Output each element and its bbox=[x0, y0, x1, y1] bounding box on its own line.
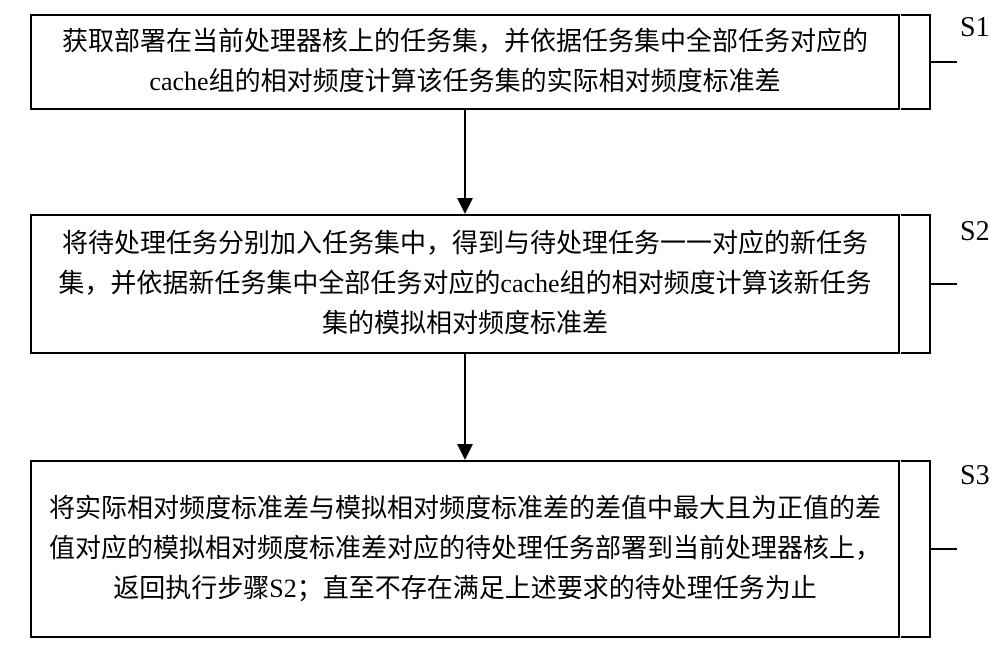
step-text-s1: 获取部署在当前处理器核上的任务集，并依据任务集中全部任务对应的cache组的相对… bbox=[46, 22, 884, 103]
flowchart-container: 获取部署在当前处理器核上的任务集，并依据任务集中全部任务对应的cache组的相对… bbox=[0, 0, 1000, 651]
bracket-s2 bbox=[901, 214, 931, 354]
arrow-s2-s3-line bbox=[464, 354, 466, 444]
step-label-s2: S2 bbox=[960, 216, 990, 248]
bracket-tail-s1 bbox=[931, 61, 957, 63]
step-label-s3: S3 bbox=[960, 460, 990, 492]
arrow-s1-s2-head bbox=[457, 198, 473, 214]
step-text-s2: 将待处理任务分别加入任务集中，得到与待处理任务一一对应的新任务集，并依据新任务集… bbox=[46, 224, 884, 345]
step-box-s2: 将待处理任务分别加入任务集中，得到与待处理任务一一对应的新任务集，并依据新任务集… bbox=[30, 214, 900, 354]
bracket-tail-s2 bbox=[931, 283, 957, 285]
bracket-tail-s3 bbox=[931, 548, 957, 550]
bracket-s1 bbox=[901, 14, 931, 110]
bracket-s3 bbox=[901, 460, 931, 638]
step-text-s3: 将实际相对频度标准差与模拟相对频度标准差的差值中最大且为正值的差值对应的模拟相对… bbox=[46, 489, 884, 610]
step-box-s3: 将实际相对频度标准差与模拟相对频度标准差的差值中最大且为正值的差值对应的模拟相对… bbox=[30, 460, 900, 638]
arrow-s1-s2-line bbox=[464, 110, 466, 198]
step-label-s1: S1 bbox=[960, 12, 990, 44]
arrow-s2-s3-head bbox=[457, 444, 473, 460]
step-box-s1: 获取部署在当前处理器核上的任务集，并依据任务集中全部任务对应的cache组的相对… bbox=[30, 14, 900, 110]
